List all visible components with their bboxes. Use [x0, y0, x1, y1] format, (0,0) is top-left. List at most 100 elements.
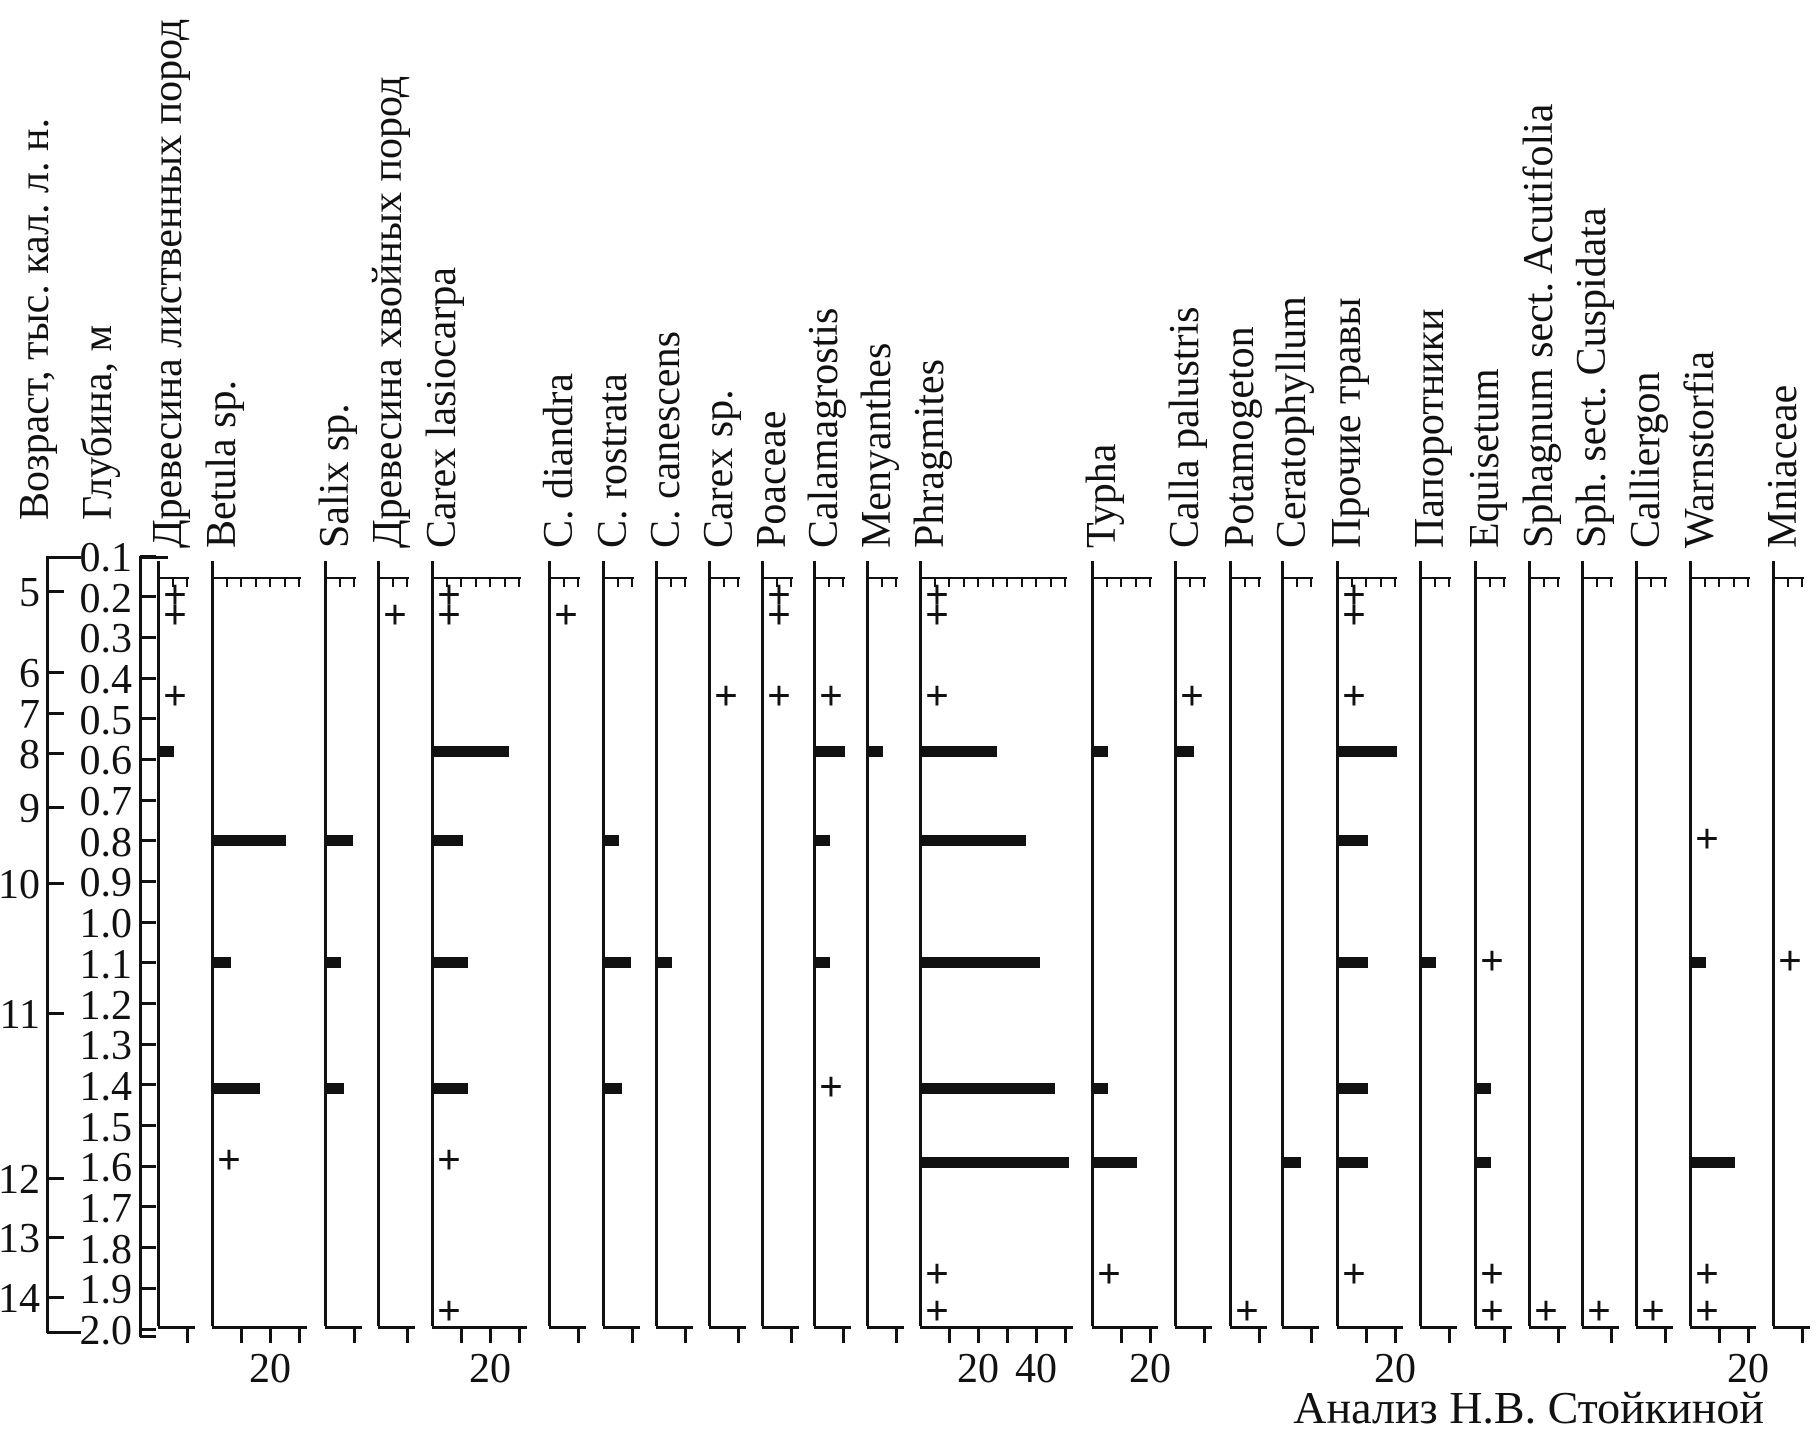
taxon-bottom-ruler — [814, 1325, 851, 1329]
depth-tick-label: 1.1 — [79, 941, 133, 988]
plus-mark: + — [554, 592, 578, 639]
taxon-top-ruler-tick — [722, 578, 725, 587]
taxon-top-ruler-tick — [562, 578, 565, 587]
age-tick-label: 14 — [0, 1276, 40, 1322]
scale-value-label: 20 — [249, 1346, 291, 1392]
bar — [1421, 957, 1436, 969]
depth-tick-label: 2.0 — [79, 1308, 133, 1354]
taxon-bottom-ruler-tick — [1447, 1326, 1451, 1343]
taxon-top-ruler-tick — [518, 578, 520, 587]
taxon-top-ruler-tick — [1786, 578, 1789, 587]
taxon-bottom-ruler-tick — [1005, 1326, 1009, 1343]
age-axis-bottom-bracket — [47, 1330, 81, 1334]
depth-tick-label: 0.2 — [79, 575, 133, 622]
taxon-top-ruler-tick — [775, 578, 778, 587]
depth-tick — [140, 1164, 156, 1168]
taxon-top-ruler-tick — [977, 578, 979, 587]
taxon-top-ruler-tick — [1188, 578, 1191, 587]
depth-tick-label: 1.5 — [79, 1104, 133, 1151]
taxon-bottom-ruler-tick — [1202, 1326, 1206, 1343]
taxon-bottom-ruler — [656, 1325, 693, 1329]
taxon-top-ruler-tick — [1120, 578, 1122, 587]
taxon-top-ruler — [378, 576, 409, 580]
taxon-axis — [1228, 561, 1232, 1326]
depth-tick — [140, 757, 156, 761]
taxon-header: Mniaceae — [1760, 384, 1806, 548]
taxon-top-ruler-tick — [489, 578, 491, 587]
taxon-axis — [812, 561, 816, 1326]
taxon-top-ruler-tick — [171, 578, 174, 587]
taxon-top-ruler-tick — [338, 578, 341, 587]
bar — [1338, 835, 1368, 847]
taxon-axis — [430, 561, 434, 1326]
taxon-top-ruler-tick — [880, 578, 883, 587]
taxon-top-ruler-tick — [254, 578, 257, 587]
taxon-top-ruler — [158, 576, 189, 580]
plus-mark: + — [925, 571, 949, 618]
taxon-top-ruler-tick — [1203, 578, 1205, 587]
plus-mark: + — [437, 571, 461, 618]
bar — [326, 1083, 344, 1095]
taxon-bottom-ruler — [1475, 1325, 1512, 1329]
taxon-bottom-ruler — [378, 1325, 415, 1329]
taxon-header: Прочие травы — [1324, 297, 1370, 548]
taxon-top-ruler-tick — [391, 578, 394, 587]
taxon-top-ruler — [1582, 576, 1613, 580]
taxon-bottom-ruler-tick — [1393, 1326, 1397, 1343]
taxon-axis — [1527, 561, 1531, 1326]
depth-tick — [140, 1286, 156, 1290]
taxon-bottom-ruler-tick — [841, 1326, 845, 1343]
age-tick — [47, 805, 64, 809]
depth-tick — [140, 1042, 156, 1046]
taxon-bottom-ruler-tick — [1119, 1326, 1123, 1343]
taxon-top-ruler-tick — [283, 578, 286, 587]
taxon-top-ruler-tick — [962, 578, 965, 587]
depth-tick — [140, 961, 156, 965]
bar — [921, 835, 1026, 847]
depth-tick-label: 1.9 — [79, 1267, 133, 1314]
taxon-axis — [1688, 561, 1692, 1326]
taxon-bottom-ruler-tick — [630, 1326, 634, 1343]
taxon-top-ruler-tick — [842, 578, 844, 587]
taxon-top-ruler-tick — [474, 578, 477, 587]
taxon-top-ruler-tick — [1149, 578, 1151, 587]
taxon-top-ruler — [709, 576, 740, 580]
plus-mark: + — [217, 1137, 241, 1184]
taxon-header: Poaceae — [749, 410, 795, 548]
taxon-header: Папоротники — [1407, 308, 1453, 548]
bar — [921, 1083, 1055, 1095]
taxon-bottom-ruler-tick — [1556, 1326, 1560, 1343]
taxon-bottom-ruler — [1230, 1325, 1267, 1329]
taxon-top-ruler-tick — [1703, 578, 1706, 587]
taxon-top-ruler-tick — [225, 578, 228, 587]
taxon-bottom-ruler — [603, 1325, 640, 1329]
taxon-top-ruler-tick — [1035, 578, 1037, 587]
depth-tick-label: 1.2 — [79, 982, 133, 1029]
plus-mark: + — [1778, 938, 1802, 985]
age-tick — [47, 670, 64, 674]
taxon-top-ruler-tick — [895, 578, 897, 587]
taxon-top-ruler — [212, 576, 301, 580]
taxon-header: Sph. sect. Cuspidata — [1569, 207, 1615, 548]
bar — [1691, 1156, 1735, 1168]
taxon-header: C. diandra — [536, 373, 582, 548]
bar — [657, 957, 672, 969]
scale-value-label: 20 — [1727, 1346, 1769, 1392]
taxon-top-ruler-tick — [1134, 578, 1137, 587]
plus-mark: + — [1180, 673, 1204, 720]
plus-mark: + — [163, 673, 187, 720]
bar — [1338, 1083, 1368, 1095]
taxon-bottom-ruler — [1420, 1325, 1457, 1329]
taxon-bottom-ruler — [212, 1325, 307, 1329]
age-tick-label: 6 — [19, 651, 40, 697]
taxon-bottom-ruler-tick — [352, 1326, 356, 1343]
analyst-caption: Анализ Н.В. Стойкиной — [1293, 1382, 1764, 1432]
taxon-header: C. rostrata — [590, 373, 636, 548]
taxon-bottom-ruler — [1337, 1325, 1403, 1329]
taxon-top-ruler — [920, 576, 1067, 580]
taxon-top-ruler-tick — [1542, 578, 1545, 587]
scale-value-label: 20 — [1129, 1346, 1171, 1392]
bar — [868, 745, 883, 757]
taxon-bottom-ruler — [709, 1325, 746, 1329]
